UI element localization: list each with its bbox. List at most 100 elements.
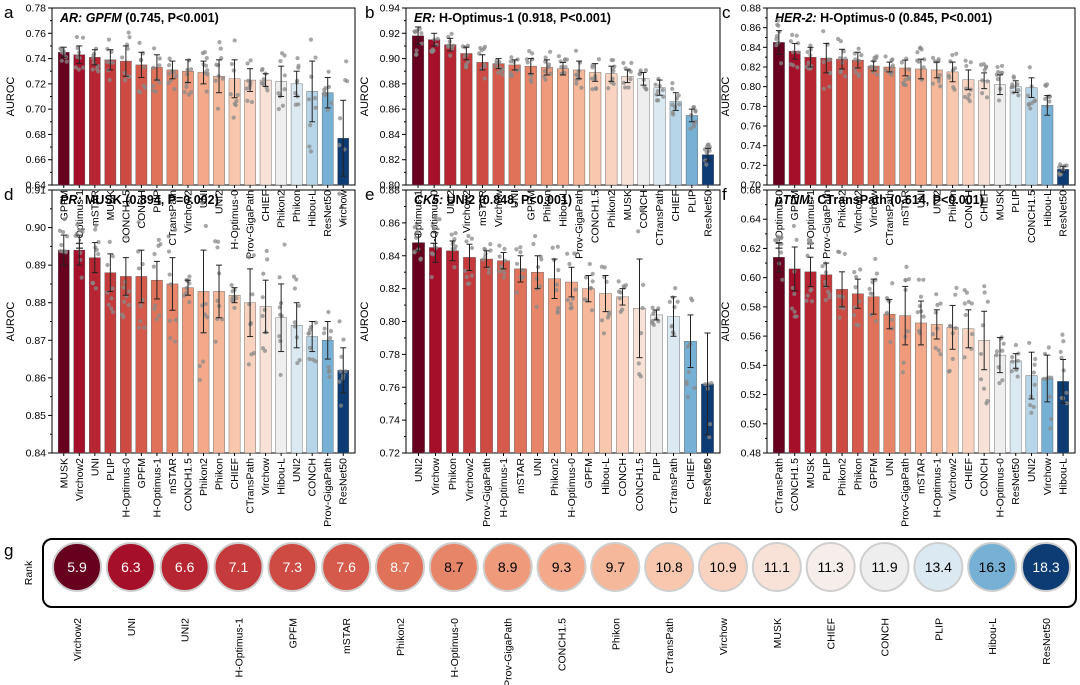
sample-dot xyxy=(982,290,987,295)
sample-dot xyxy=(498,264,504,269)
sample-dot xyxy=(567,261,572,267)
x-tick-label: Hibou-L xyxy=(307,190,319,227)
sample-dot xyxy=(157,63,162,68)
y-tick-label: 0.84 xyxy=(380,250,401,262)
sample-dot xyxy=(338,369,343,374)
sample-dot xyxy=(469,236,474,241)
sample-dot xyxy=(1000,378,1005,383)
x-tick-label: UNI2 xyxy=(291,458,303,482)
sample-dot xyxy=(599,264,605,269)
sample-dot xyxy=(707,148,712,153)
sample-dot xyxy=(322,326,327,331)
sample-dot xyxy=(952,66,958,71)
x-tick-label: Prov-GigaPath xyxy=(821,190,833,259)
sample-dot xyxy=(1033,356,1038,362)
sample-dot xyxy=(514,247,519,252)
rank-circle xyxy=(482,542,533,592)
sample-dot xyxy=(984,401,989,406)
x-tick-label: ResNet50 xyxy=(338,458,350,505)
y-tick-label: 0.92 xyxy=(380,28,401,40)
sample-dot xyxy=(151,83,156,88)
bar xyxy=(428,39,441,186)
sample-dot xyxy=(589,308,595,313)
title-stats: (0.845, P<0.001) xyxy=(899,11,992,25)
sample-dot xyxy=(936,57,941,62)
y-tick-label: 0.86 xyxy=(741,22,762,34)
x-tick-label: Prov-GigaPath xyxy=(322,458,334,527)
sample-dot xyxy=(962,301,967,306)
sample-dot xyxy=(618,290,623,295)
y-tick-label: 0.56 xyxy=(741,331,762,343)
x-tick-label: GPFM xyxy=(58,190,70,220)
sample-dot xyxy=(1044,376,1049,381)
sample-dot xyxy=(948,59,953,64)
rank-circle xyxy=(428,542,479,592)
sample-dot xyxy=(997,381,1002,386)
sample-dot xyxy=(963,312,968,318)
bar xyxy=(73,54,86,186)
sample-dot xyxy=(1064,390,1069,395)
sample-dot xyxy=(950,356,955,362)
y-tick-label: 0.82 xyxy=(380,283,401,295)
bar xyxy=(650,314,663,454)
sample-dot xyxy=(157,80,162,85)
sample-dot xyxy=(106,302,111,307)
sample-dot xyxy=(568,301,574,306)
sample-dot xyxy=(795,65,800,70)
sample-dot xyxy=(936,79,942,84)
sample-dot xyxy=(935,326,940,331)
sample-dot xyxy=(643,68,649,73)
sample-dot xyxy=(292,286,297,291)
bar xyxy=(820,57,833,186)
sample-dot xyxy=(203,301,208,307)
x-tick-label: H-Optimus-1 xyxy=(498,458,510,518)
sample-dot xyxy=(508,59,513,64)
sample-dot xyxy=(858,267,863,272)
sample-dot xyxy=(308,37,314,42)
sample-dot xyxy=(234,98,239,104)
rank-model-label: GPFM xyxy=(287,618,299,648)
sample-dot xyxy=(295,361,300,366)
title-task: PR: xyxy=(60,193,85,207)
y-tick-label: 0.64 xyxy=(741,214,762,226)
y-tick-label: 0.74 xyxy=(26,53,47,65)
sample-dot xyxy=(805,49,810,55)
sample-dot xyxy=(151,65,156,70)
sample-dot xyxy=(534,304,539,309)
sample-dot xyxy=(166,234,171,239)
sample-dot xyxy=(1043,83,1049,89)
x-tick-label: CHIEF xyxy=(979,190,991,222)
x-tick-label: Virchow2 xyxy=(947,458,959,501)
sample-dot xyxy=(676,93,681,98)
sample-dot xyxy=(995,64,1000,70)
sample-dot xyxy=(640,305,645,311)
panel-letter: c xyxy=(722,3,731,22)
rank-frame xyxy=(42,538,1077,608)
sample-dot xyxy=(628,69,633,74)
sample-dot xyxy=(691,122,697,127)
sample-dot xyxy=(867,286,872,292)
sample-dot xyxy=(938,352,943,357)
sample-dot xyxy=(120,312,125,317)
sample-dot xyxy=(790,285,795,291)
y-tick-label: 0.85 xyxy=(26,410,47,422)
sample-dot xyxy=(337,143,342,148)
panel-letter: e xyxy=(365,185,374,204)
sample-dot xyxy=(677,102,682,107)
rank-value: 9.7 xyxy=(606,559,626,575)
rank-circle xyxy=(52,542,102,592)
title-model: MUSK xyxy=(85,193,125,207)
title-stats: (0.894, P=0.002) xyxy=(125,193,218,207)
x-tick-label: Phikon2 xyxy=(837,190,849,228)
sample-dot xyxy=(906,277,912,282)
sample-dot xyxy=(480,257,486,262)
sample-dot xyxy=(452,237,457,242)
sample-dot xyxy=(497,254,502,259)
sample-dot xyxy=(946,73,951,78)
sample-dot xyxy=(856,74,861,79)
sample-dot xyxy=(138,319,143,324)
x-tick-label: Virchow2 xyxy=(461,190,473,233)
sample-dot xyxy=(328,336,333,341)
sample-dot xyxy=(573,287,578,292)
bar xyxy=(930,324,943,454)
